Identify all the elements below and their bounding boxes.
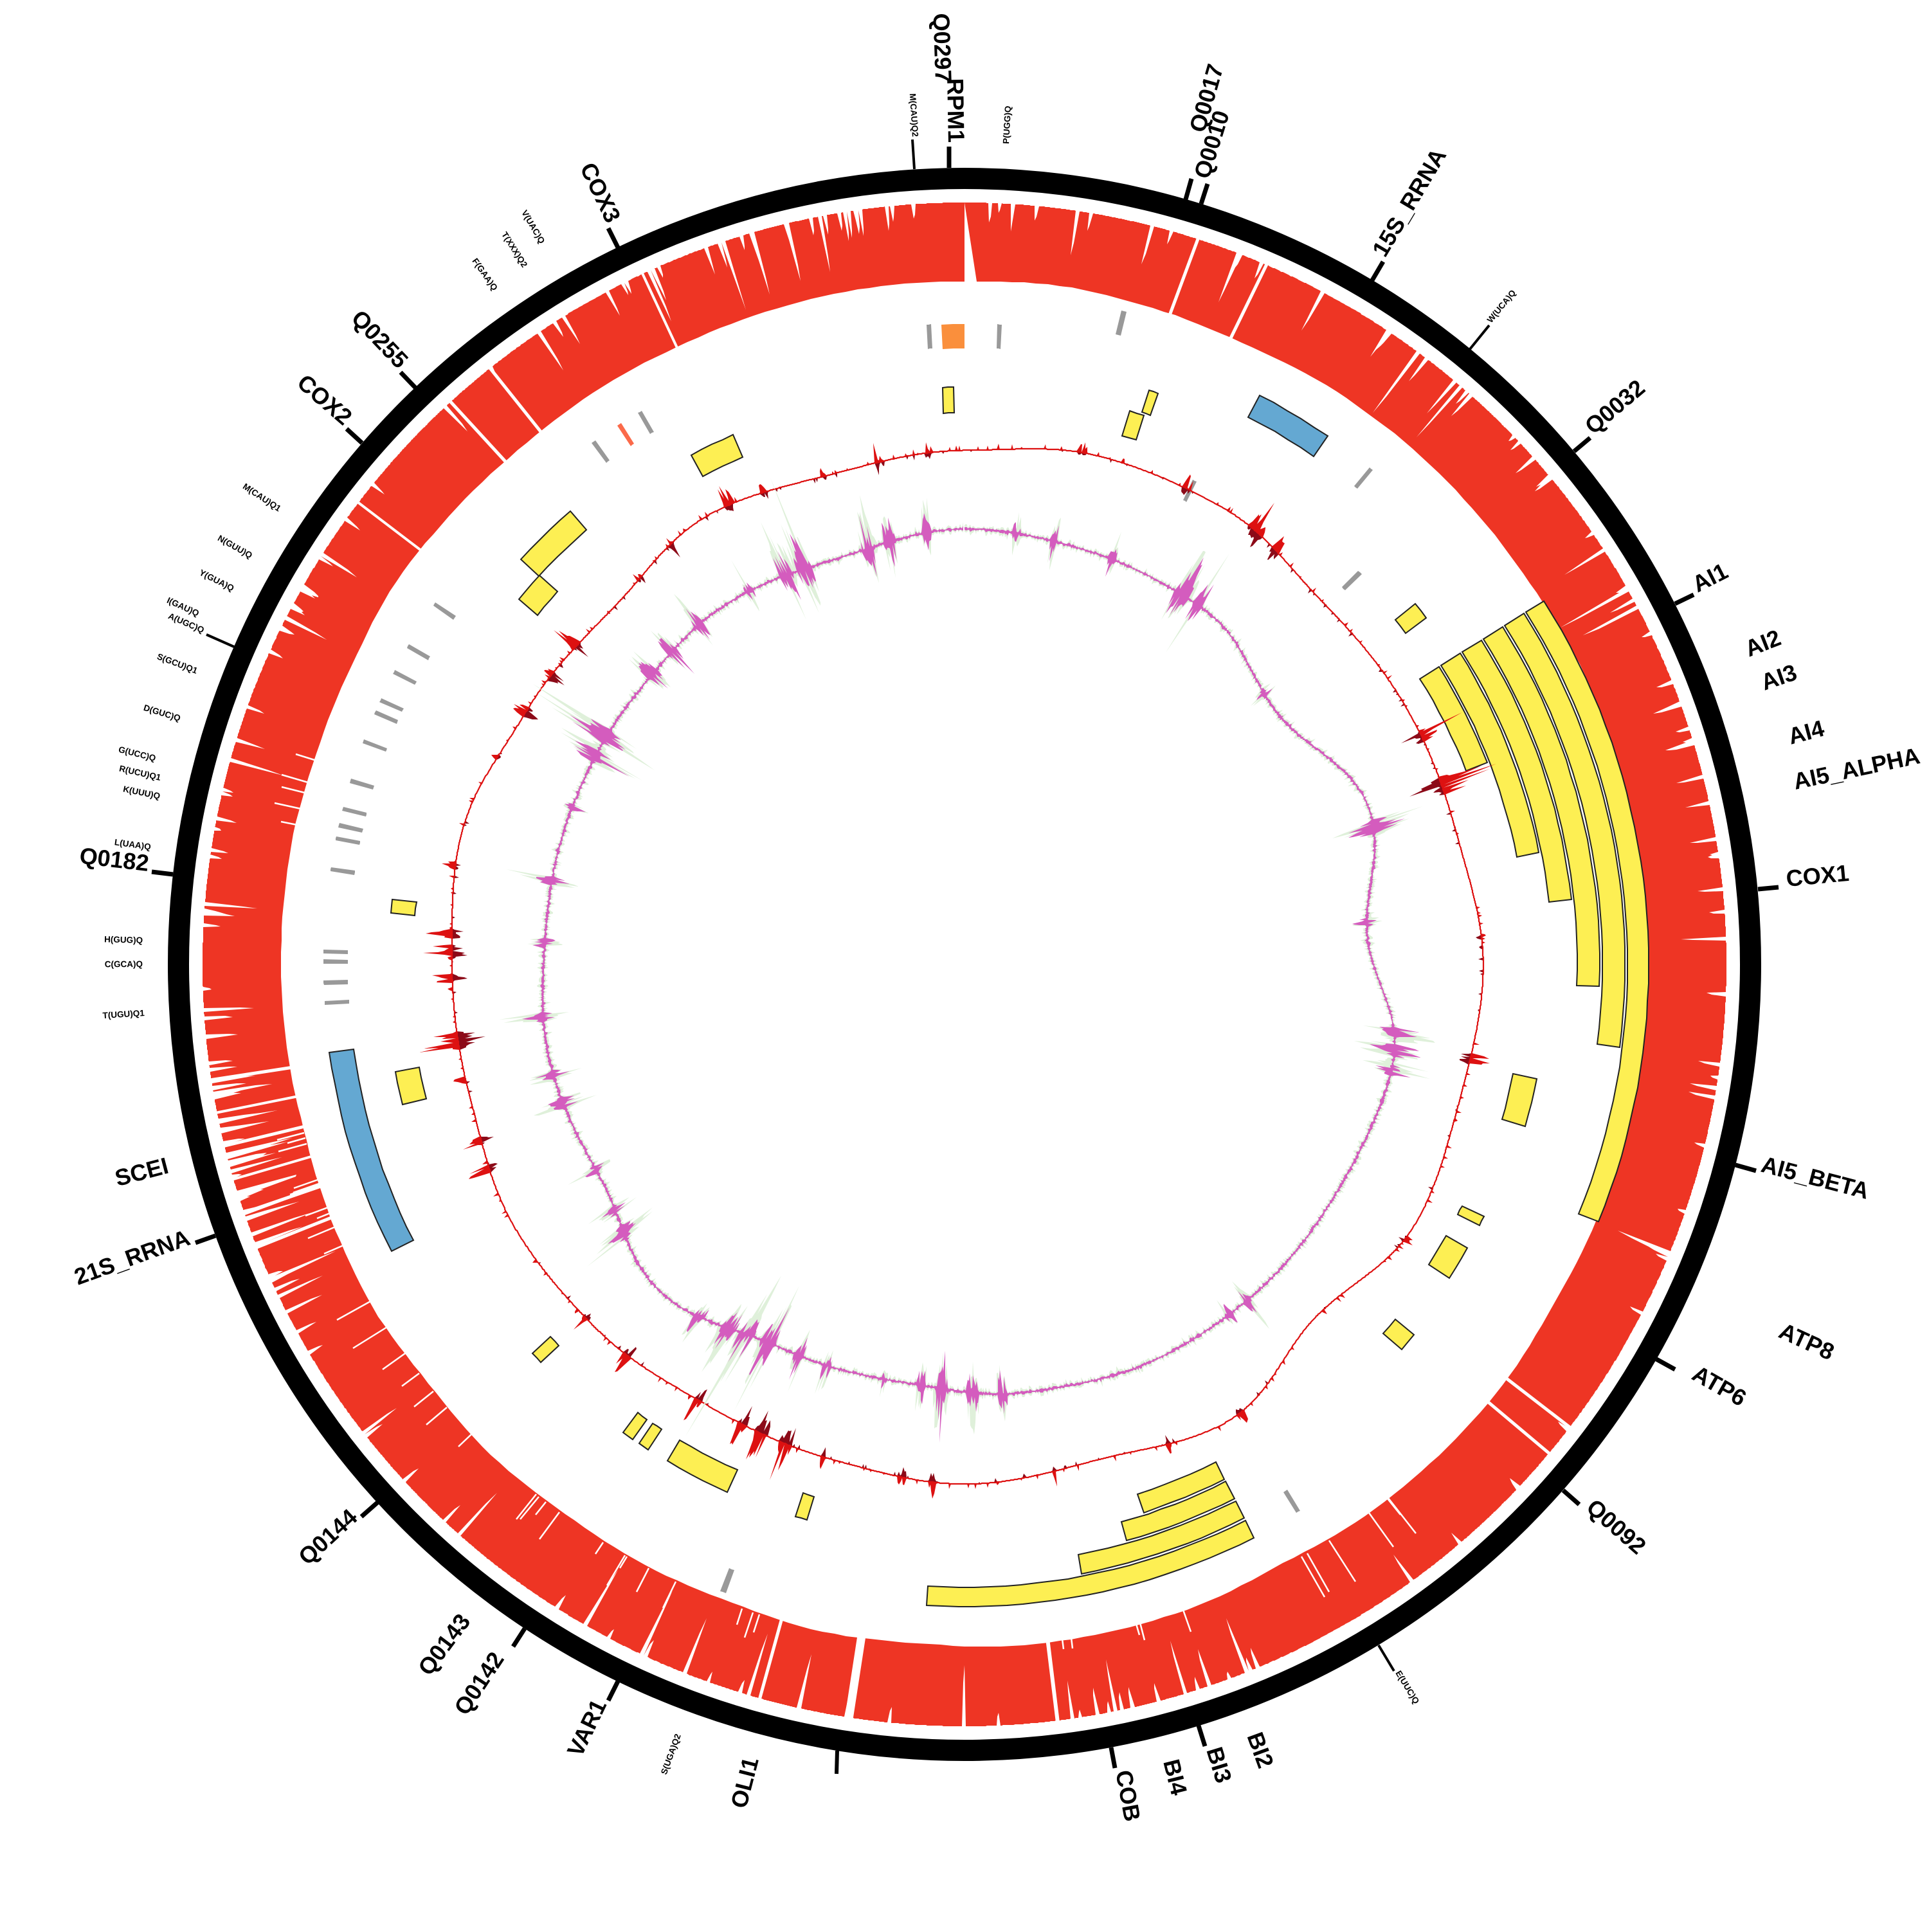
- svg-text:C(GCA)Q: C(GCA)Q: [105, 959, 143, 969]
- svg-text:Q0297: Q0297: [928, 13, 957, 83]
- svg-text:M(CAU)Q2: M(CAU)Q2: [908, 93, 920, 137]
- svg-text:COX1: COX1: [1785, 860, 1850, 892]
- svg-text:RPM1: RPM1: [942, 78, 970, 143]
- svg-text:T(UGU)Q1: T(UGU)Q1: [102, 1008, 145, 1020]
- svg-text:H(GUG)Q: H(GUG)Q: [104, 934, 143, 945]
- svg-text:P(UGG)Q: P(UGG)Q: [1001, 105, 1013, 144]
